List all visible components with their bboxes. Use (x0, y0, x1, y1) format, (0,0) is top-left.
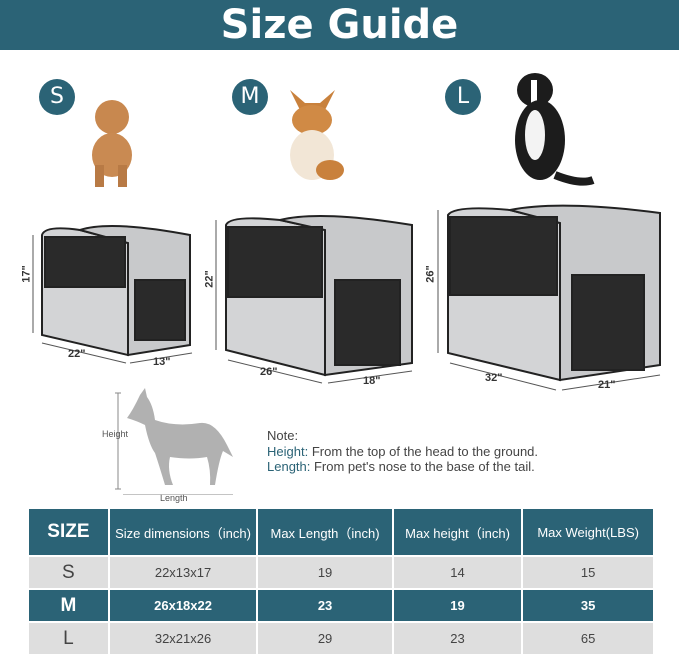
header-max-height: Max height（inch) (391, 507, 524, 557)
medium-height-label: 22" (203, 270, 216, 288)
table-header-row: SIZE Size dimensions（inch) Max Length（in… (27, 507, 655, 557)
height-label: Height (102, 429, 129, 439)
table-row: L 32x21x26 29 23 65 (27, 621, 655, 656)
tent-small (41, 225, 191, 357)
cell-max-height: 23 (391, 621, 524, 656)
note-height-text: From the top of the head to the ground. (308, 443, 539, 459)
size-table: SIZE Size dimensions（inch) Max Length（in… (27, 507, 655, 656)
small-width-label: 13" (153, 356, 171, 368)
tent-medium (225, 215, 413, 377)
poodle-image (92, 100, 132, 187)
header-dimensions: Size dimensions（inch) (107, 507, 259, 557)
cell-size: M (27, 588, 110, 623)
medium-length-label: 26" (260, 366, 278, 378)
header-size: SIZE (27, 507, 110, 557)
cell-max-height: 19 (391, 588, 524, 623)
border-collie-image (515, 73, 595, 186)
table-row: M 26x18x22 23 19 35 (27, 588, 655, 623)
cell-dimensions: 22x13x17 (107, 555, 259, 590)
cell-dimensions: 32x21x26 (107, 621, 259, 656)
header-max-weight: Max Weight(LBS) (521, 507, 655, 557)
note-height-key: Height: (267, 443, 309, 459)
note-length-text: From pet's nose to the base of the tail. (310, 459, 535, 474)
cell-max-length: 19 (256, 555, 394, 590)
cell-size: S (27, 555, 110, 590)
corgi-image (290, 90, 344, 180)
cell-dimensions: 26x18x22 (107, 588, 259, 623)
cell-max-weight: 35 (521, 588, 655, 623)
tent-large (447, 204, 661, 382)
large-height-label: 26" (424, 265, 437, 283)
cell-size: L (27, 621, 110, 656)
small-length-label: 22" (68, 348, 86, 360)
header-max-length: Max Length（inch) (256, 507, 394, 557)
cell-max-height: 14 (391, 555, 524, 590)
medium-width-label: 18" (363, 375, 381, 387)
table-row: S 22x13x17 19 14 15 (27, 555, 655, 590)
length-label: Length (160, 493, 188, 503)
page-title: Size Guide (0, 0, 679, 50)
cell-max-weight: 15 (521, 555, 655, 590)
small-height-label: 17" (20, 265, 33, 283)
measurement-note: Note: Height: From the top of the head t… (267, 428, 538, 475)
size-badge-m: M (232, 79, 268, 115)
cell-max-length: 23 (256, 588, 394, 623)
note-length-key: Length: (267, 459, 311, 474)
cell-max-length: 29 (256, 621, 394, 656)
note-title: Note: (267, 428, 299, 443)
tent-illustrations (32, 204, 661, 391)
large-length-label: 32" (485, 372, 503, 384)
dog-silhouette-diagram (115, 388, 233, 495)
large-width-label: 21" (598, 379, 616, 391)
cell-max-weight: 65 (521, 621, 655, 656)
size-badge-s: S (39, 79, 75, 115)
size-badge-l: L (445, 79, 481, 115)
